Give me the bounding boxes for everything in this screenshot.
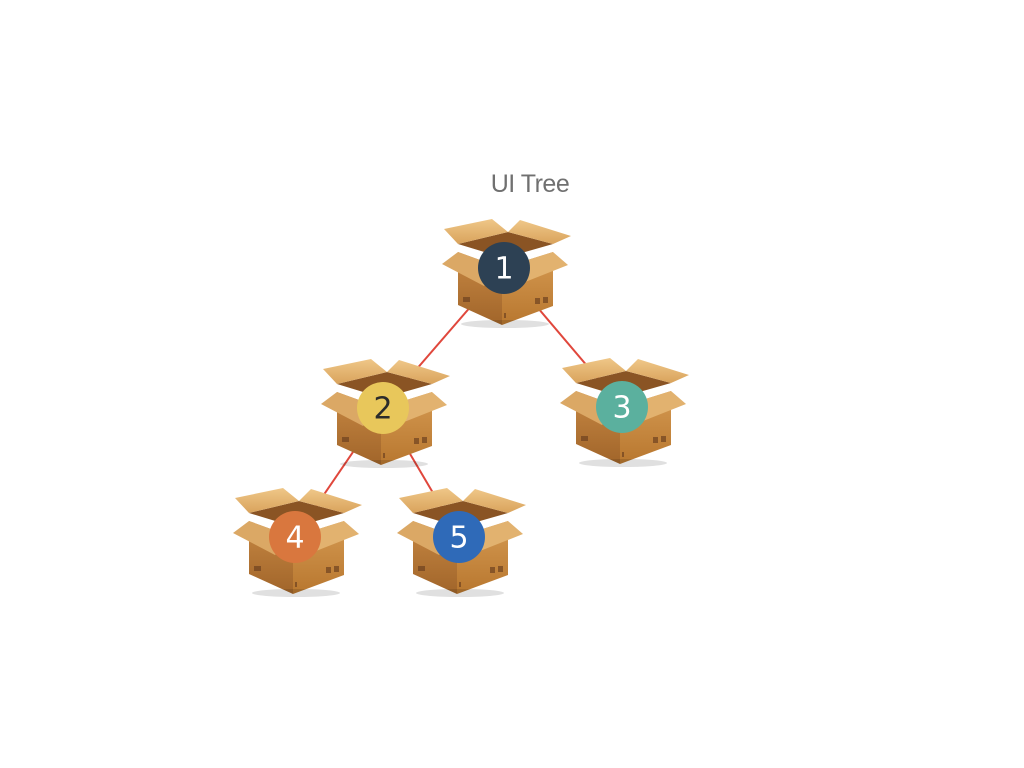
node-label: 2 [373, 392, 392, 427]
tree-node-3: 3 [596, 381, 648, 433]
tree-node-4: 4 [269, 511, 321, 563]
node-circle [357, 382, 409, 434]
diagram-title: UI Tree [490, 170, 570, 198]
tree-node-1: 1 [478, 242, 530, 294]
node-label: 5 [449, 521, 468, 556]
node-label: 3 [612, 391, 631, 426]
node-circle [596, 381, 648, 433]
tree-node-5: 5 [433, 511, 485, 563]
node-circle [433, 511, 485, 563]
node-circle [269, 511, 321, 563]
nodes-layer: 1 2 3 4 5 [269, 242, 648, 563]
cardboard-box-icon [442, 219, 571, 328]
node-label: 4 [285, 521, 304, 556]
tree-node-2: 2 [357, 382, 409, 434]
node-circle [478, 242, 530, 294]
node-label: 1 [494, 252, 513, 287]
